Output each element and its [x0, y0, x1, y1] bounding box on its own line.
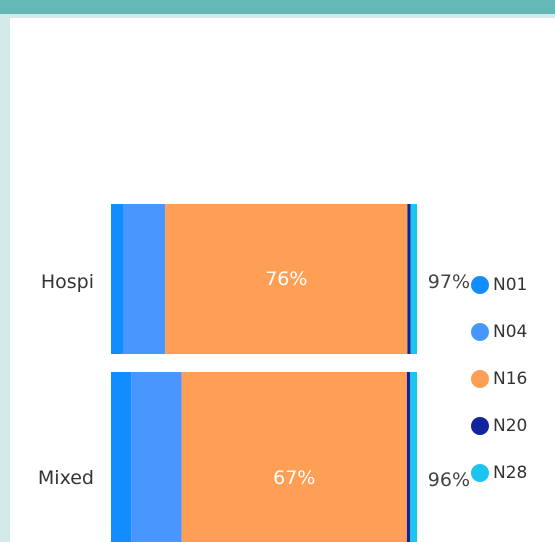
bar-hospi-n04[interactable] [123, 204, 166, 354]
bar-mixed-n20[interactable] [406, 372, 411, 542]
legend-label: N04 [493, 322, 528, 342]
legend-item-n20[interactable]: N20 [471, 415, 527, 437]
legend-label: N20 [493, 416, 528, 436]
header-strip [0, 0, 555, 14]
bar-mixed-n01[interactable] [111, 372, 132, 542]
category-label: Hospi [40, 271, 94, 293]
bar-hospi-n16[interactable] [165, 204, 408, 354]
legend-item-n28[interactable]: N28 [471, 462, 527, 484]
legend-label: N28 [493, 463, 528, 483]
bar-mixed-n04[interactable] [131, 372, 182, 542]
legend-item-n16[interactable]: N16 [471, 368, 527, 390]
bar-hospi-n01[interactable] [111, 204, 124, 354]
legend-label: N16 [493, 369, 528, 389]
legend-item-n04[interactable]: N04 [471, 321, 527, 343]
segment-label: 76% [265, 268, 308, 290]
bar-mixed-n16[interactable] [181, 372, 407, 542]
legend-dot-icon [471, 417, 489, 435]
legend-label: N01 [493, 275, 528, 295]
segment-label: 67% [273, 467, 316, 489]
legend-dot-icon [471, 276, 489, 294]
total-label: 97% [427, 271, 470, 293]
legend-dot-icon [471, 323, 489, 341]
total-label: 96% [427, 469, 470, 491]
legend-dot-icon [471, 370, 489, 388]
category-label: Mixed [37, 467, 94, 489]
bar-hospi-n28[interactable] [410, 204, 417, 354]
bar-mixed-n28[interactable] [410, 372, 417, 542]
bar-hospi-n20[interactable] [407, 204, 411, 354]
legend-item-n01[interactable]: N01 [471, 274, 527, 296]
legend-dot-icon [471, 464, 489, 482]
